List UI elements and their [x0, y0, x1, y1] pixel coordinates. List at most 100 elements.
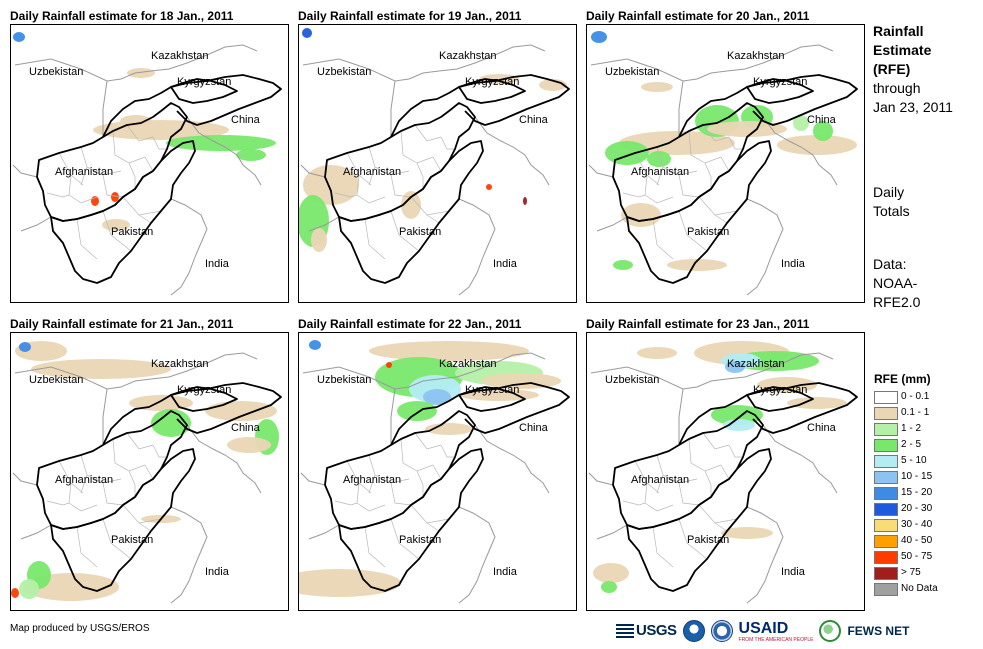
map-label-india: India [493, 566, 518, 578]
province-border [714, 214, 728, 224]
province-border [128, 470, 136, 497]
rainfall-patch [637, 347, 677, 359]
country-border [408, 44, 546, 80]
rainfall-patch [621, 203, 661, 227]
country-border [12, 164, 38, 178]
province-border [426, 214, 440, 224]
usaid-logo: USAID FROM THE AMERICAN PEOPLE [739, 620, 814, 643]
map-frame: Kazakhstan Uzbekistan Kyrgyzstan China Afgha… [10, 24, 289, 303]
rainfall-patch [369, 341, 529, 361]
province-border [144, 156, 154, 172]
map-label-kazakhstan: Kazakhstan [151, 358, 208, 370]
province-border [80, 454, 122, 484]
map-label-kyrgyzstan: Kyrgyzstan [753, 76, 807, 88]
province-border [112, 130, 146, 164]
province-border [414, 432, 442, 450]
province-border [432, 464, 442, 480]
map-label-india: India [781, 566, 806, 578]
legend-label: 5 - 10 [901, 455, 927, 466]
country-outline [102, 382, 282, 446]
rainfall-patch [19, 579, 39, 599]
legend-title: RFE (mm) [874, 372, 931, 386]
rainfall-patch [641, 82, 673, 92]
legend-label: 15 - 20 [901, 487, 933, 498]
map-label-afghanistan: Afghanistan [631, 166, 689, 178]
daily-totals-line: Totals [873, 203, 910, 219]
rainfall-patch [486, 184, 492, 190]
province-border [138, 522, 152, 532]
rainfall-patch [593, 563, 629, 583]
province-border [126, 432, 154, 450]
rainfall-patch [777, 135, 857, 155]
data-source-line: Data: [873, 256, 907, 272]
country-outline [338, 448, 484, 592]
map-svg: Kazakhstan Uzbekistan Kyrgyzstan China Afgha… [588, 31, 858, 296]
map-label-uzbekistan: Uzbekistan [605, 66, 659, 78]
country-border [696, 44, 834, 80]
rainfall-patch [401, 191, 421, 219]
rainfall-patch [227, 437, 271, 453]
country-border [186, 424, 262, 494]
country-outline [50, 448, 196, 592]
map-label-uzbekistan: Uzbekistan [317, 66, 371, 78]
province-border [416, 470, 424, 497]
rainfall-patch [311, 228, 327, 252]
map-label-kazakhstan: Kazakhstan [727, 358, 784, 370]
province-border [714, 522, 728, 532]
rainfall-patch [386, 362, 392, 368]
legend-swatch [874, 407, 898, 420]
province-border [688, 130, 722, 164]
province-border [390, 518, 420, 560]
province-border [122, 504, 162, 524]
map-label-uzbekistan: Uzbekistan [29, 66, 83, 78]
side-title-line: Estimate [873, 42, 932, 58]
country-border [170, 506, 208, 604]
map-label-pakistan: Pakistan [111, 534, 153, 546]
rainfall-patch [667, 259, 727, 271]
province-border [622, 500, 646, 506]
country-outline [170, 386, 238, 412]
province-border [678, 210, 708, 252]
legend-label: 30 - 40 [901, 519, 933, 530]
rainfall-patch [205, 401, 277, 421]
map-panel-6: Daily Rainfall estimate for 23 Jan., 201… [586, 316, 865, 611]
legend-swatch [874, 471, 898, 484]
country-border [308, 524, 340, 540]
province-border [368, 454, 410, 484]
rainfall-patch [19, 342, 31, 352]
map-label-china: China [807, 422, 837, 434]
province-border [704, 470, 712, 497]
map-label-india: India [205, 566, 230, 578]
legend-label: No Data [901, 583, 938, 594]
province-border [68, 174, 98, 204]
legend-label: > 75 [901, 567, 921, 578]
province-border [728, 136, 743, 150]
map-panel-5: Daily Rainfall estimate for 22 Jan., 201… [298, 316, 577, 611]
province-border [414, 124, 442, 142]
province-border [656, 166, 664, 186]
logo-strip: USGS USAID FROM THE AMERICAN PEOPLE FEWS … [616, 618, 909, 644]
panel-title: Daily Rainfall estimate for 20 Jan., 201… [586, 9, 810, 23]
map-label-afghanistan: Afghanistan [343, 166, 401, 178]
legend-swatch [874, 423, 898, 436]
country-outline [170, 78, 238, 104]
country-border [102, 80, 108, 137]
map-label-kazakhstan: Kazakhstan [151, 50, 208, 62]
map-label-china: China [231, 422, 261, 434]
map-label-uzbekistan: Uzbekistan [317, 374, 371, 386]
panel-title: Daily Rainfall estimate for 18 Jan., 201… [10, 9, 234, 23]
province-border [644, 482, 674, 512]
panel-title: Daily Rainfall estimate for 23 Jan., 201… [586, 317, 810, 331]
country-border [696, 352, 834, 388]
rainfall-patch [236, 149, 266, 161]
province-border [334, 500, 358, 506]
map-label-kazakhstan: Kazakhstan [439, 358, 496, 370]
map-label-kyrgyzstan: Kyrgyzstan [753, 384, 807, 396]
usaid-tagline: FROM THE AMERICAN PEOPLE [738, 636, 814, 643]
country-outline [458, 78, 526, 104]
rainfall-patch [111, 192, 119, 202]
map-label-india: India [205, 258, 230, 270]
country-outline [102, 74, 282, 138]
rainfall-patch [151, 409, 191, 437]
country-border [20, 524, 52, 540]
